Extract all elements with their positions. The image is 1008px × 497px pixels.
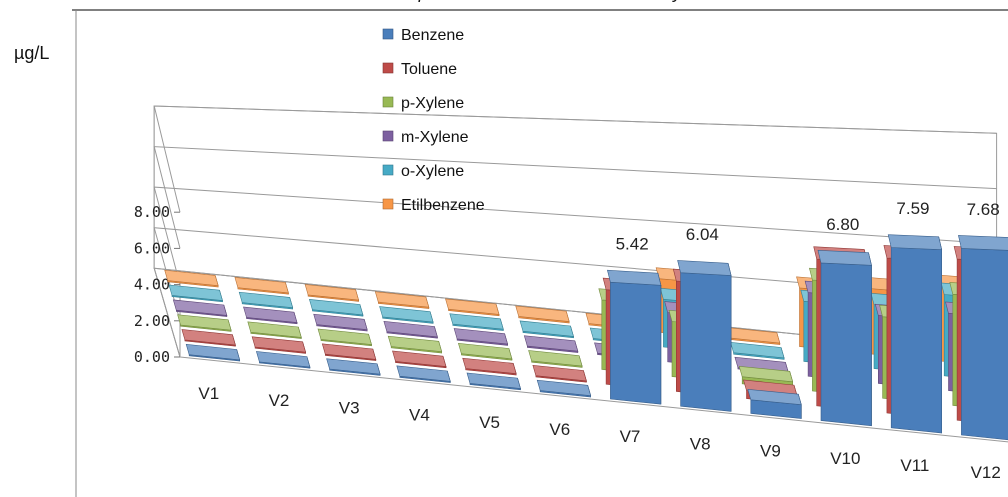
bar-o-xylene-v3 [308, 299, 364, 317]
x-tick-label: V10 [830, 449, 860, 468]
bars [164, 234, 1008, 441]
gridline [153, 105, 997, 213]
legend-swatch [382, 62, 394, 74]
chart-frame [72, 9, 1008, 497]
bar-etilbenzene-v6 [515, 305, 570, 324]
bar-benzene-v11 [887, 234, 943, 434]
bar-etilbenzene-v5 [445, 298, 500, 317]
bar-p-xylene-v6 [528, 350, 583, 368]
data-label: 7.68 [967, 200, 1000, 219]
bar-m-xylene-v3 [313, 313, 368, 332]
legend-label: o-Xylene [401, 163, 464, 180]
legend: Benzene Toluene p-Xylene m-Xylene o-Xylene Et… [382, 27, 485, 214]
x-tick-label: V7 [620, 427, 641, 446]
bar-benzene-v6 [536, 379, 592, 398]
x-tick-label: V5 [479, 413, 500, 432]
bar-toluene-v5 [462, 357, 517, 376]
bar-etilbenzene-v4 [374, 291, 430, 309]
bar-toluene-v2 [251, 336, 307, 354]
bar-etilbenzene-v2 [234, 277, 289, 295]
legend-swatch [382, 130, 394, 142]
bar-benzene-v4 [396, 365, 451, 383]
x-axis-categories: V1 V2 V3 V4 V5 V6 V7 V8 V9 V10 V11 V12 [198, 384, 1000, 482]
bar-m-xylene-v1 [172, 299, 228, 317]
legend-label: Benzene [401, 27, 464, 44]
legend-label: p-Xylene [401, 95, 464, 112]
bar-m-xylene-v5 [453, 328, 509, 346]
x-tick-label: V8 [690, 434, 711, 453]
data-label: 6.04 [686, 225, 719, 244]
bar-o-xylene-v9 [730, 341, 785, 360]
y-tick-label: 0.00 [134, 348, 170, 366]
data-labels: 5.42 6.04 6.80 7.59 7.68 [616, 199, 1000, 254]
x-tick-label: V1 [198, 384, 219, 403]
data-label: 5.42 [616, 235, 649, 254]
legend-label: Etilbenzene [401, 197, 485, 214]
bar-m-xylene-v2 [243, 306, 298, 325]
data-label: 7.59 [896, 199, 929, 218]
bar-toluene-v1 [181, 329, 236, 347]
bar-etilbenzene-v3 [304, 284, 360, 302]
bar-benzene-v8 [677, 260, 732, 412]
x-tick-label: V11 [900, 456, 929, 475]
y-tick-label: 6.00 [134, 239, 170, 257]
bar-benzene-v10 [817, 249, 872, 427]
bar-o-xylene-v2 [238, 291, 294, 310]
bar-p-xylene-v4 [387, 335, 443, 354]
bar-etilbenzene-v9 [725, 327, 781, 345]
bar-etilbenzene-v1 [164, 269, 219, 288]
bar-p-xylene-v2 [247, 321, 302, 339]
bar-o-xylene-v1 [168, 284, 223, 303]
x-tick-label: V9 [760, 442, 781, 461]
bar-p-xylene-v1 [177, 314, 232, 332]
x-tick-label: V6 [549, 420, 570, 439]
bar-benzene-v2 [255, 351, 311, 369]
bar-toluene-v4 [392, 350, 447, 369]
bar-o-xylene-v5 [449, 313, 504, 331]
bar-benzene-v1 [185, 343, 241, 362]
y-tick-label: 4.00 [134, 276, 170, 294]
bar-toluene-v6 [532, 364, 587, 383]
bar-benzene-v5 [466, 372, 521, 391]
bar-benzene-v7 [607, 269, 662, 405]
legend-swatch [382, 164, 394, 176]
chart-title: Chart of Graphic – illustrative Individu… [320, 0, 705, 2]
y-axis-unit-label: µg/L [14, 43, 49, 63]
x-tick-label: V2 [269, 391, 290, 410]
y-tick-label: 2.00 [134, 312, 170, 330]
x-tick-label: V4 [409, 406, 430, 425]
bar-o-xylene-v4 [379, 306, 434, 324]
bar-m-xylene-v6 [523, 335, 579, 353]
bar-p-xylene-v3 [317, 328, 372, 347]
x-tick-label: V3 [339, 398, 360, 417]
x-tick-label: V12 [971, 463, 1001, 482]
gridline [153, 186, 997, 285]
data-label: 6.80 [826, 215, 859, 234]
legend-swatch [382, 198, 394, 210]
bar-toluene-v3 [321, 343, 377, 361]
legend-swatch [382, 28, 394, 40]
y-tick-label: 8.00 [134, 203, 170, 221]
legend-swatch [382, 96, 394, 108]
bar-o-xylene-v6 [519, 320, 574, 339]
gridline [153, 146, 997, 249]
legend-label: Toluene [401, 61, 457, 78]
legend-label: m-Xylene [401, 129, 469, 146]
bar-benzene-v3 [326, 358, 381, 376]
bar-benzene-v9 [747, 388, 802, 419]
bar-benzene-v12 [958, 235, 1008, 441]
bar-p-xylene-v5 [457, 342, 513, 361]
bar-m-xylene-v4 [383, 320, 438, 339]
